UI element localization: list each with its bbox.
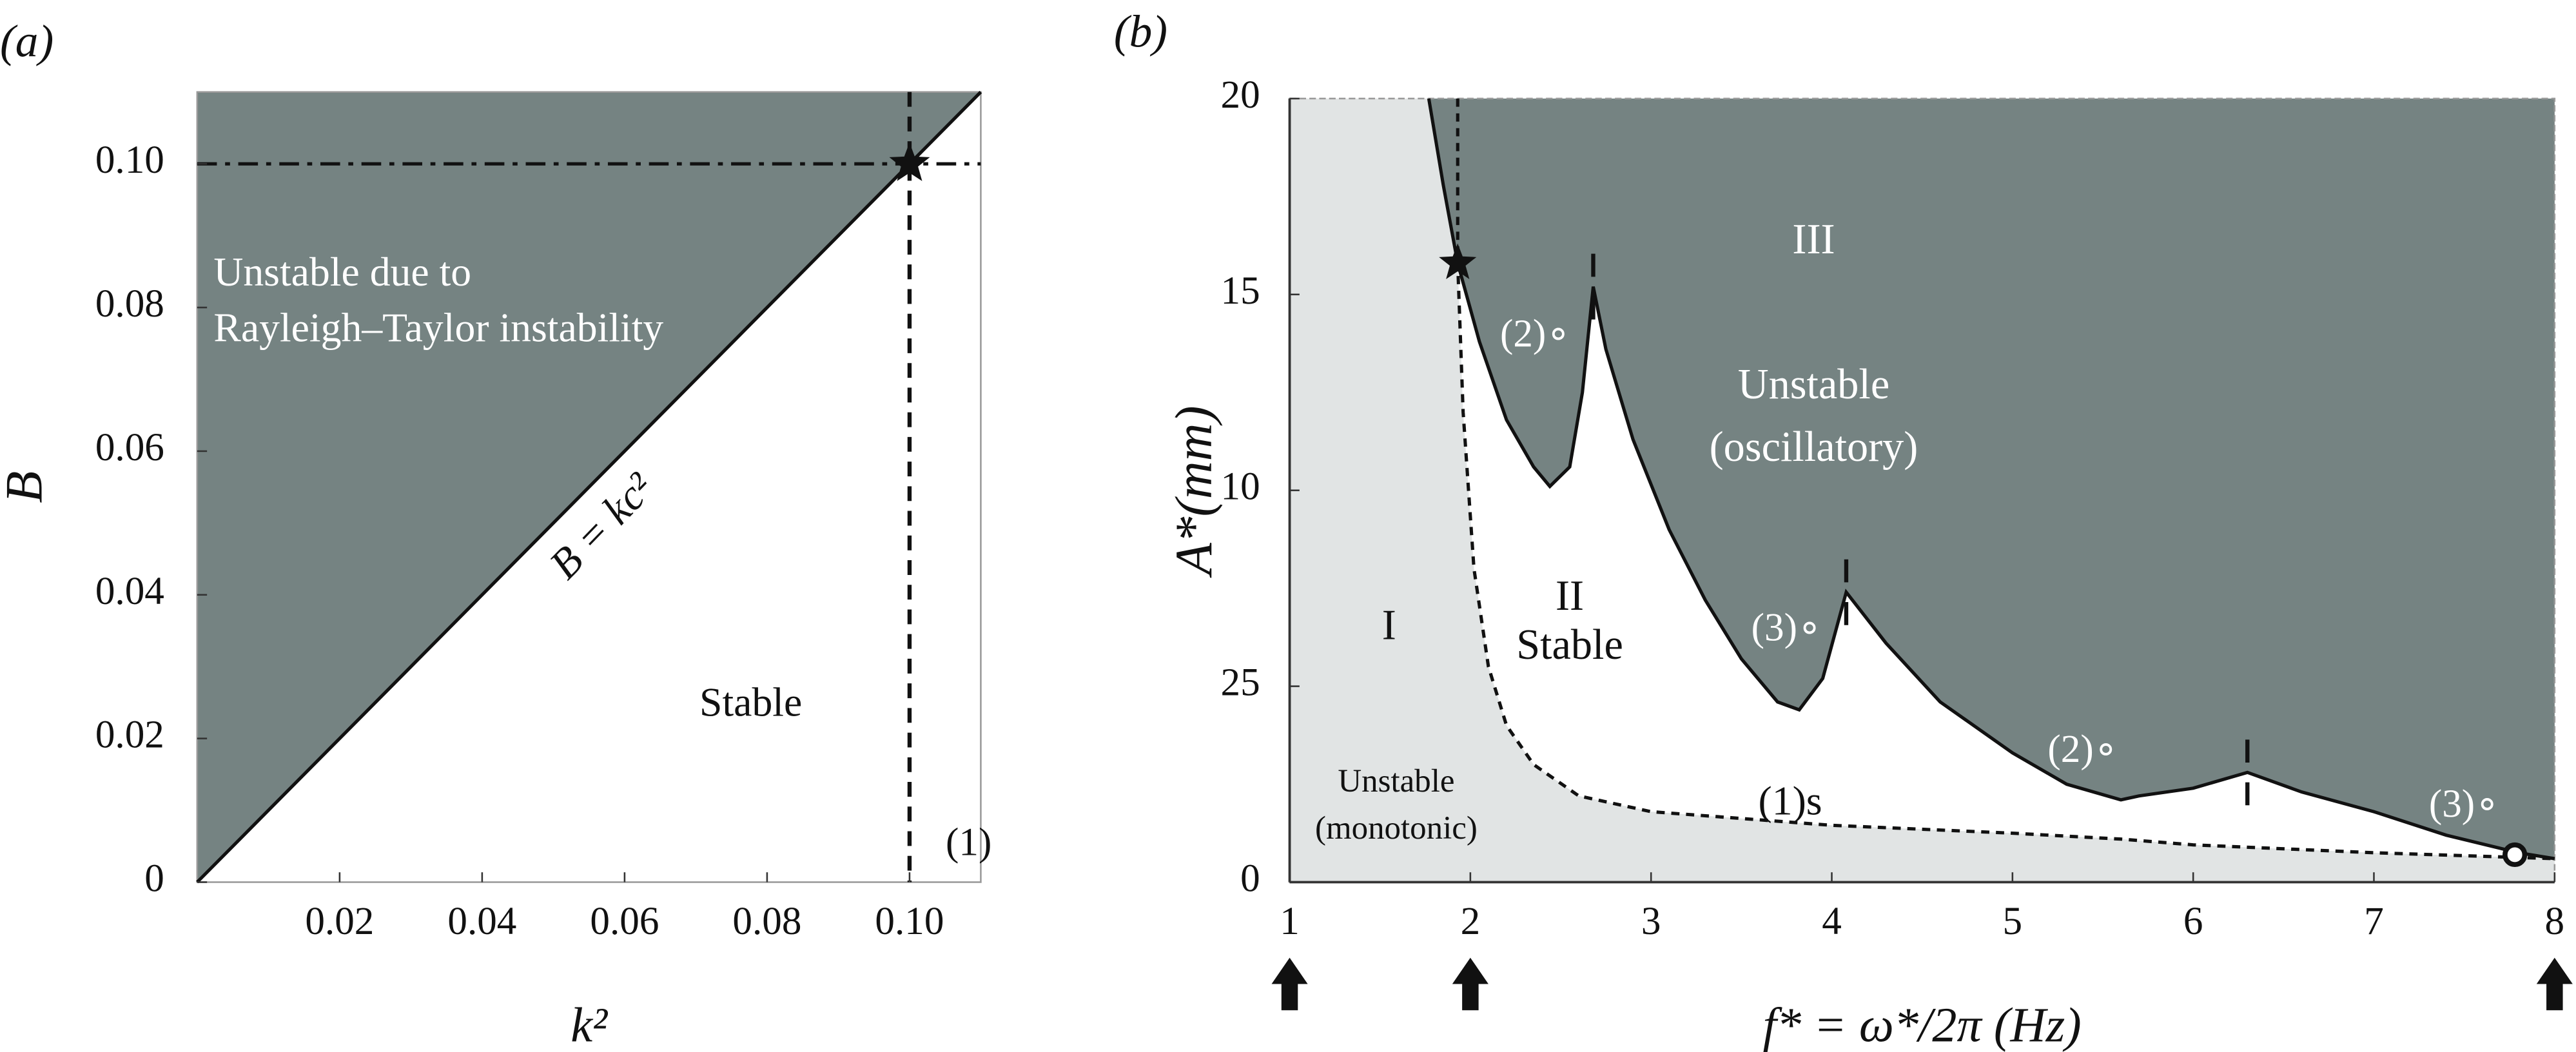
y-tick-label: 0 <box>144 857 164 901</box>
y-tick-label: 0.10 <box>95 138 164 182</box>
annotation: (oscillatory) <box>1710 424 1918 471</box>
critical-star <box>889 142 930 181</box>
y-tick-label: 0.06 <box>95 425 164 469</box>
x-tick-label: 0.08 <box>732 899 801 943</box>
annotation: (2)∘ <box>2047 727 2118 771</box>
annotation: Stable <box>1516 621 1623 668</box>
critical-star <box>1439 243 1477 279</box>
x-tick-label: 3 <box>1641 899 1661 943</box>
x-axis-label: f* = ω*/2π (Hz) <box>1763 997 2082 1052</box>
x-tick-label: 2 <box>1461 899 1481 943</box>
x-tick-label: 0.04 <box>447 899 516 943</box>
stability-boundary <box>1427 98 2555 861</box>
region-iii <box>1429 98 2555 859</box>
arrow <box>2536 957 2573 1011</box>
y-axis-label: A*(mm) <box>1164 405 1223 578</box>
panel-label: (a) <box>0 16 54 67</box>
y-tick-label: 20 <box>1221 73 1260 117</box>
x-tick-label: 6 <box>2183 899 2203 943</box>
x-tick-label: 0.10 <box>875 899 944 943</box>
annotation: Unstable <box>1338 763 1454 799</box>
annotation: Unstable due to <box>213 249 471 295</box>
y-tick-label: 0.04 <box>95 569 164 613</box>
arrow <box>1271 957 1308 1011</box>
annotation: Stable <box>699 679 802 725</box>
annotation: (2)∘ <box>1500 312 1571 356</box>
annotation: Rayleigh–Taylor instability <box>213 304 663 350</box>
x-axis-label: k² <box>571 997 608 1052</box>
x-tick-label: 1 <box>1280 899 1300 943</box>
arrow <box>1452 957 1488 1011</box>
annotation: II <box>1556 572 1584 619</box>
plot-frame <box>196 91 982 883</box>
region-ii <box>1458 263 2555 859</box>
y-axis-label: B <box>0 471 54 503</box>
y-tick-label: 0.02 <box>95 713 164 757</box>
y-tick-label: 15 <box>1221 269 1260 313</box>
annotation: I <box>1382 602 1396 649</box>
x-tick-label: 7 <box>2364 899 2384 943</box>
codimension-point <box>2503 842 2528 868</box>
x-tick-label: 0.06 <box>590 899 659 943</box>
y-tick-label: 10 <box>1221 465 1260 509</box>
x-tick-label: 5 <box>2003 899 2023 943</box>
panel-label: (b) <box>1114 6 1167 57</box>
x-tick-label: 8 <box>2545 899 2565 943</box>
annotation: Unstable <box>1738 361 1890 408</box>
annotation: (3)∘ <box>1751 606 1822 650</box>
y-tick-label: 25 <box>1221 661 1260 705</box>
x-tick-label: 4 <box>1822 899 1842 943</box>
y-tick-label: 0.08 <box>95 282 164 326</box>
critical-label: (1) <box>946 820 991 864</box>
y-tick-label: 0 <box>1240 857 1260 901</box>
curve-label: (1)s <box>1759 777 1822 823</box>
boundary-line <box>196 90 982 884</box>
annotation: III <box>1792 216 1835 263</box>
x-tick-label: 0.02 <box>305 899 374 943</box>
annotation: (3)∘ <box>2429 782 2500 826</box>
annotation: (monotonic) <box>1315 810 1478 846</box>
